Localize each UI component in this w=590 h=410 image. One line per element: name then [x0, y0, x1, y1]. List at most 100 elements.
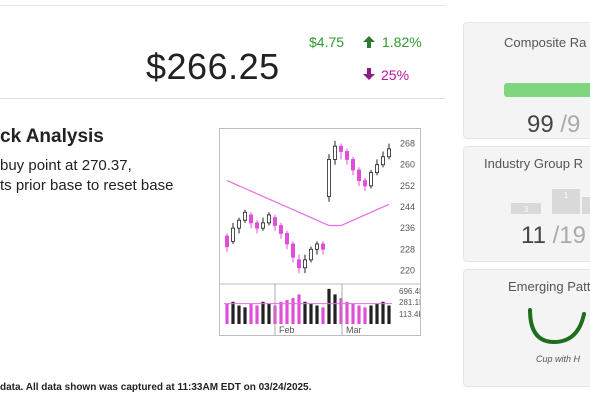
industry-group-card[interactable]: Industry Group R 3 1 11 /19 [463, 146, 590, 262]
price-tick-label: 220 [400, 265, 415, 275]
volume-bar [381, 301, 385, 324]
industry-group-title: Industry Group R [484, 156, 583, 171]
volume-bar [363, 307, 367, 324]
price-tick-label: 260 [400, 160, 415, 170]
volume-bar [327, 288, 331, 324]
price-chart[interactable]: 268 260 252 244 236 228 220 696.4K 281.1K 113.4K F… [219, 128, 425, 336]
month-label: Feb [279, 325, 295, 335]
composite-rating-bar [504, 83, 590, 97]
volume-tick-label: 696.4K [399, 287, 420, 296]
volume-bar [387, 305, 391, 324]
volume-bar [375, 303, 379, 324]
composite-rating-title: Composite Ra [504, 35, 587, 50]
volume-bar [315, 305, 319, 324]
volume-bar [243, 307, 247, 324]
candle-body [345, 151, 350, 160]
candle-body [309, 248, 314, 261]
arrow-down-icon [363, 68, 375, 80]
candle-body [225, 235, 230, 248]
candle-body [236, 219, 241, 229]
candle-body [242, 211, 247, 221]
emerging-pattern-card[interactable]: Emerging Patt Cup with H [463, 269, 590, 387]
candle-body [285, 233, 290, 245]
data-timestamp-note: data. All data shown was captured at 11:… [0, 382, 312, 393]
candle-body [273, 217, 278, 226]
candle-body [248, 214, 253, 224]
candle-body [380, 156, 385, 166]
candle-body [315, 243, 320, 250]
volume-change-percent: 25% [381, 67, 410, 83]
volume-bar [279, 301, 283, 324]
price-tick-label: 268 [400, 139, 415, 149]
arrow-up-icon [363, 36, 375, 48]
volume-bar [237, 305, 241, 324]
candle-body [321, 243, 326, 250]
analysis-heading: ck Analysis [0, 126, 104, 147]
industry-group-rank-of: /19 [545, 222, 586, 249]
price-tick-label: 236 [400, 223, 415, 233]
volume-bar [357, 305, 361, 324]
candle-body [279, 225, 284, 234]
month-label: Mar [346, 325, 362, 335]
volume-bar [369, 305, 373, 324]
candle-body [230, 227, 235, 242]
volume-bar [225, 303, 229, 324]
volume-bar [231, 301, 235, 324]
candle-body [267, 214, 272, 224]
price-chart-svg: 268 260 252 244 236 228 220 696.4K 281.1K 113.4K F… [220, 139, 425, 335]
composite-rating-number: 99 [527, 111, 554, 138]
stock-price: $266.25 [146, 46, 280, 87]
candle-body [291, 243, 296, 258]
candle-body [297, 259, 302, 269]
price-tick-label: 252 [400, 181, 415, 191]
emerging-pattern-name: Cup with H [536, 354, 581, 364]
candle-body [261, 222, 266, 229]
volume-tick-label: 281.1K [399, 298, 420, 307]
candle-body [339, 145, 344, 152]
volume-bar [321, 307, 325, 324]
industry-group-rank: 11 /19 [521, 222, 586, 250]
cup-pattern-icon [528, 308, 586, 345]
price-tick-label: 228 [400, 244, 415, 254]
industry-bar-label-1: 3 [524, 205, 529, 214]
industry-bar-label-2: 1 [564, 191, 569, 200]
price-change-percent: 1.82% [382, 34, 422, 50]
volume-bar [339, 298, 343, 324]
industry-group-bars: 3 1 [511, 189, 590, 214]
candle-body [386, 148, 391, 158]
volume-bar [345, 301, 349, 324]
candle-body [350, 159, 355, 171]
candle-body [255, 222, 260, 229]
volume-bar [303, 301, 307, 324]
volume-bar [297, 294, 301, 324]
industry-group-rank-number: 11 [521, 222, 546, 249]
volume-bar [255, 305, 259, 324]
volume-bar [285, 299, 289, 324]
candle-body [333, 145, 338, 160]
stock-analysis-card: $266.25 $4.75 1.82% 25% ck Analysis buy … [0, 5, 445, 401]
analysis-description: buy point at 270.37, ts prior base to re… [0, 156, 173, 196]
volume-bar [351, 303, 355, 324]
composite-rating-of: /9 [553, 111, 581, 138]
moving-average-line [226, 180, 390, 227]
candle-body [356, 169, 361, 181]
price-change-amount: $4.75 [309, 34, 345, 50]
composite-rating-value: 99 /9 [527, 111, 581, 138]
composite-rating-card[interactable]: Composite Ra 99 /9 [463, 22, 590, 139]
candle-body [327, 159, 332, 197]
volume-bar [333, 294, 337, 324]
candle-body [303, 259, 308, 269]
analysis-line-2: ts prior base to reset base [0, 177, 174, 194]
volume-bar [291, 298, 295, 324]
emerging-pattern-title: Emerging Patt [508, 279, 590, 294]
volume-bar [309, 303, 313, 324]
analysis-line-1: buy point at 270.37, [0, 157, 132, 174]
candle-body [374, 164, 379, 174]
price-tick-label: 244 [400, 202, 415, 212]
volume-bar [267, 303, 271, 324]
volume-bar [261, 301, 265, 324]
volume-bar [249, 303, 253, 324]
candle-body [368, 172, 373, 187]
volume-tick-label: 113.4K [399, 310, 420, 319]
candle-body [362, 180, 367, 187]
